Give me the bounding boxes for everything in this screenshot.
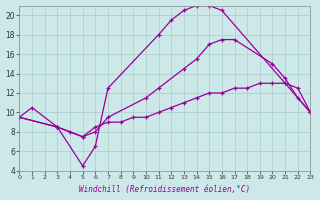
X-axis label: Windchill (Refroidissement éolien,°C): Windchill (Refroidissement éolien,°C) xyxy=(79,185,251,194)
